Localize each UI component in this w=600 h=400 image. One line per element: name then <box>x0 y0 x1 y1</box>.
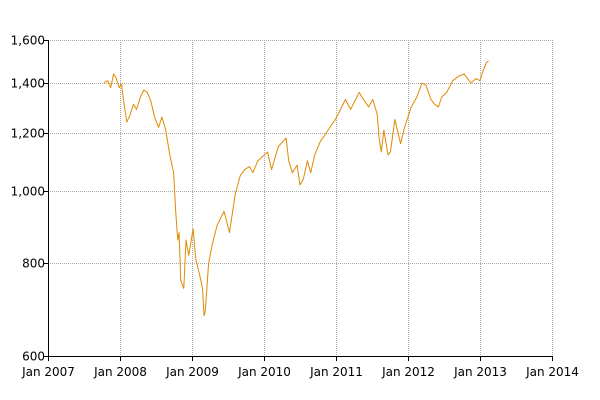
y-tick-label: 1,200 <box>11 127 45 141</box>
series-layer <box>103 60 489 317</box>
series-line <box>103 60 489 317</box>
x-tick-label: Jan 2014 <box>525 365 579 379</box>
y-tick-label: 1,600 <box>11 34 45 48</box>
x-tick-label: Jan 2012 <box>381 365 435 379</box>
y-tick-label: 1,400 <box>11 77 45 91</box>
x-tick-label: Jan 2010 <box>237 365 291 379</box>
y-tick-label: 1,000 <box>11 185 45 199</box>
axis-layer <box>44 40 553 361</box>
tick-label-layer: 600 800 1,000 1,200 1,400 1,600 Jan 2007 Jan 20… <box>11 34 579 380</box>
x-tick-label: Jan 2007 <box>21 365 75 379</box>
grid-layer <box>48 40 553 357</box>
y-tick-label: 600 <box>22 350 45 364</box>
x-tick-label: Jan 2013 <box>453 365 507 379</box>
x-tick-label: Jan 2008 <box>93 365 147 379</box>
y-tick-label: 800 <box>22 257 45 271</box>
x-tick-label: Jan 2011 <box>309 365 363 379</box>
x-tick-label: Jan 2009 <box>165 365 219 379</box>
